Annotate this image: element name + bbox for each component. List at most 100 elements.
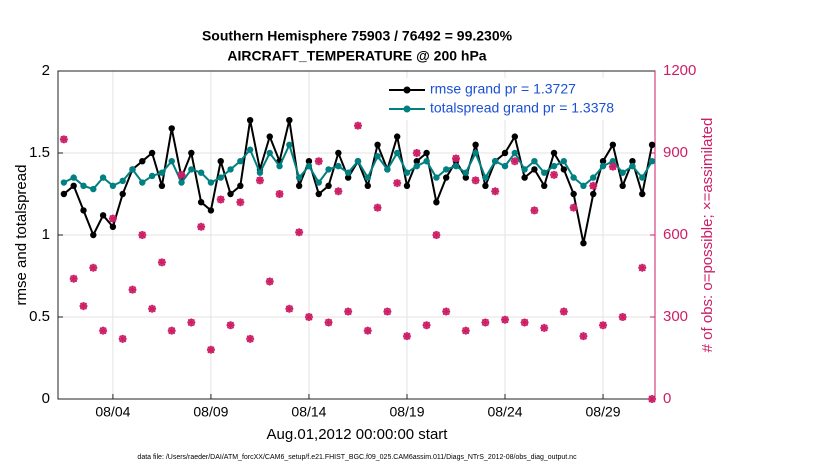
y2-tick-label: 0 bbox=[663, 390, 671, 407]
y2-tick-label: 1200 bbox=[663, 62, 696, 79]
obs-assimilated bbox=[520, 318, 529, 327]
data-point bbox=[570, 174, 577, 181]
x-axis-label: Aug.01,2012 00:00:00 start bbox=[267, 426, 449, 443]
obs-assimilated bbox=[324, 318, 333, 327]
obs-assimilated bbox=[363, 326, 372, 335]
data-point bbox=[639, 190, 646, 198]
data-point bbox=[148, 149, 156, 157]
data-point bbox=[90, 185, 97, 193]
obs-assimilated bbox=[226, 321, 235, 330]
obs-assimilated bbox=[540, 323, 549, 332]
y-tick-label: 1.5 bbox=[29, 144, 50, 161]
data-point bbox=[531, 158, 538, 165]
data-point bbox=[246, 146, 254, 153]
y2-tick-label: 600 bbox=[663, 226, 688, 243]
data-point bbox=[609, 158, 617, 165]
data-point bbox=[70, 174, 77, 181]
data-point bbox=[197, 169, 205, 176]
data-point bbox=[550, 162, 558, 170]
obs-assimilated bbox=[275, 190, 284, 198]
data-point bbox=[629, 162, 636, 170]
data-point bbox=[462, 174, 470, 181]
data-point bbox=[462, 169, 470, 176]
data-point bbox=[393, 133, 401, 140]
data-point bbox=[472, 149, 479, 157]
obs-assimilated bbox=[197, 222, 206, 231]
data-point bbox=[139, 179, 146, 186]
data-point bbox=[374, 141, 381, 148]
data-point bbox=[90, 231, 97, 239]
data-point bbox=[335, 162, 342, 170]
footnote: data file: /Users/raeder/DAI/ATM_forcXX/… bbox=[137, 454, 577, 461]
data-point bbox=[384, 166, 391, 173]
data-point bbox=[305, 158, 313, 165]
data-point bbox=[295, 174, 303, 181]
data-point bbox=[197, 199, 205, 206]
obs-assimilated bbox=[99, 326, 108, 335]
data-point bbox=[227, 190, 234, 198]
data-point bbox=[599, 158, 607, 165]
data-point bbox=[168, 158, 175, 165]
obs-assimilated bbox=[461, 326, 470, 335]
obs-assimilated bbox=[89, 263, 98, 272]
data-point bbox=[590, 174, 597, 181]
data-point bbox=[266, 133, 273, 140]
data-point bbox=[374, 153, 381, 160]
data-point bbox=[344, 174, 352, 181]
data-point bbox=[648, 158, 656, 165]
data-point bbox=[492, 158, 499, 165]
data-point bbox=[325, 182, 332, 189]
x-tick-label: 08/19 bbox=[389, 404, 424, 420]
data-point bbox=[393, 149, 401, 157]
legend-label: rmse grand pr = 1.3727 bbox=[430, 81, 576, 97]
data-point bbox=[511, 133, 519, 140]
data-point bbox=[286, 117, 293, 124]
data-point bbox=[648, 141, 656, 148]
obs-assimilated bbox=[559, 307, 568, 316]
obs-assimilated bbox=[501, 315, 510, 324]
obs-assimilated bbox=[314, 157, 323, 166]
obs-assimilated bbox=[148, 304, 157, 313]
data-point bbox=[364, 174, 371, 181]
x-tick-label: 08/04 bbox=[95, 404, 130, 420]
data-point bbox=[403, 169, 411, 176]
data-point bbox=[639, 174, 646, 181]
data-point bbox=[619, 169, 626, 176]
data-point bbox=[168, 125, 175, 132]
obs-assimilated bbox=[285, 304, 294, 313]
data-point bbox=[217, 174, 224, 181]
obs-assimilated bbox=[216, 195, 225, 204]
data-point bbox=[501, 149, 509, 157]
data-point bbox=[442, 174, 450, 181]
obs-assimilated bbox=[402, 332, 411, 341]
data-point bbox=[80, 182, 87, 189]
obs-assimilated bbox=[422, 321, 431, 330]
data-point bbox=[207, 207, 215, 214]
data-point bbox=[109, 223, 117, 230]
data-point bbox=[80, 207, 87, 214]
data-point bbox=[433, 174, 440, 181]
data-point bbox=[188, 166, 195, 173]
legend-marker bbox=[403, 86, 411, 94]
legend-box bbox=[385, 78, 653, 120]
data-point bbox=[276, 162, 283, 170]
data-point bbox=[570, 190, 577, 198]
obs-assimilated bbox=[177, 170, 186, 179]
y-tick-label: 0 bbox=[42, 390, 50, 407]
obs-assimilated bbox=[452, 154, 460, 163]
obs-assimilated bbox=[491, 187, 500, 196]
data-point bbox=[237, 182, 244, 189]
data-point bbox=[580, 182, 587, 189]
obs-assimilated bbox=[246, 334, 255, 343]
obs-assimilated bbox=[353, 121, 362, 130]
obs-assimilated bbox=[373, 203, 382, 212]
legend-label: totalspread grand pr = 1.3378 bbox=[430, 100, 614, 116]
data-point bbox=[60, 190, 68, 198]
obs-assimilated bbox=[295, 228, 304, 237]
data-point bbox=[227, 166, 234, 173]
data-point bbox=[413, 158, 420, 165]
data-point bbox=[305, 162, 313, 170]
legend: rmse grand pr = 1.3727 totalspread grand … bbox=[385, 78, 653, 120]
obs-assimilated bbox=[510, 157, 519, 166]
